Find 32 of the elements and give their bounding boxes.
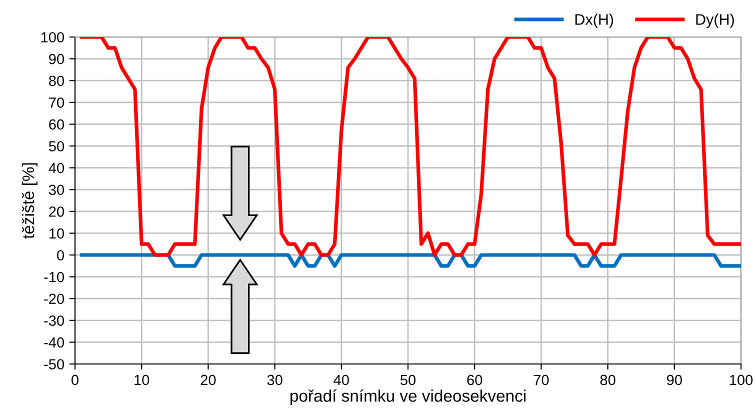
x-tick-label: 100: [730, 374, 753, 386]
legend-label: Dx(H): [575, 14, 614, 28]
y-tick-label: 30: [48, 184, 64, 196]
y-tick-label: 60: [49, 119, 64, 130]
legend-label: Dy(H): [696, 14, 734, 28]
y-tick-label: -50: [44, 359, 64, 370]
y-tick-label: 100: [41, 32, 64, 42]
y-tick-label: 0: [57, 250, 64, 260]
y-tick-label: 80: [48, 76, 64, 86]
x-axis-title: pořadí snímku ve videosekvenci: [290, 389, 526, 406]
y-axis-title: těžiště [%]: [22, 163, 38, 239]
y-tick-label: -30: [44, 316, 64, 326]
y-tick-label: 50: [48, 141, 64, 152]
x-tick-label: 70: [534, 374, 549, 386]
y-tick-label: -10: [44, 272, 64, 282]
y-tick-label: 40: [48, 162, 64, 174]
y-tick-label: 10: [49, 228, 64, 239]
y-tick-label: 90: [49, 54, 64, 64]
x-tick-label: 60: [467, 374, 482, 386]
line-series: [80, 37, 741, 257]
y-tick-label: -40: [44, 337, 64, 348]
x-tick-label: 40: [334, 374, 349, 386]
x-tick-label: 10: [134, 374, 150, 386]
x-tick-label: 0: [72, 374, 78, 386]
y-tick-label: -20: [44, 294, 64, 304]
x-tick-label: 30: [267, 374, 282, 386]
y-tick-label: 70: [49, 98, 64, 108]
x-tick-label: 90: [666, 374, 682, 386]
y-tick-label: 20: [49, 206, 64, 217]
x-tick-label: 80: [600, 374, 616, 386]
x-tick-label: 50: [400, 374, 416, 386]
x-tick-label: 20: [200, 374, 216, 386]
